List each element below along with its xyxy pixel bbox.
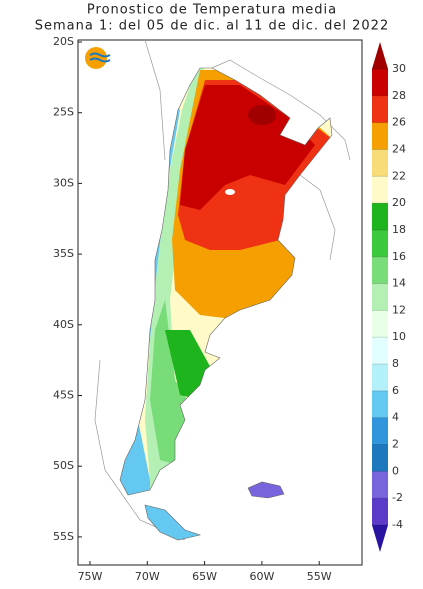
colorbar-label: 2: [392, 438, 399, 451]
lat-label: 45S: [53, 389, 74, 402]
colorbar-label: 4: [392, 411, 399, 424]
lat-label: 55S: [53, 530, 74, 543]
malvinas: [247, 481, 285, 499]
colorbar-box: [372, 390, 388, 419]
colorbar-label: 12: [392, 303, 406, 316]
colorbar-box: [372, 364, 388, 392]
colorbar-box: [372, 444, 388, 472]
colorbar-box: [372, 69, 388, 97]
country-outline: [119, 67, 333, 496]
colorbar-box: [372, 95, 388, 124]
colorbar-label: 10: [392, 330, 406, 343]
borders: [94, 39, 351, 541]
tierra-del-fuego: [144, 504, 202, 541]
lon-label: 75W: [78, 570, 103, 583]
colorbar-label: 20: [392, 196, 406, 209]
colorbar-label: -2: [392, 491, 403, 504]
lat-label: 40S: [53, 318, 74, 331]
colorbar-label: 0: [392, 464, 399, 477]
lon-label: 65W: [192, 570, 217, 583]
colorbar-label: 22: [392, 169, 406, 182]
colorbar-box: [372, 283, 388, 311]
colorbar-label: 16: [392, 250, 406, 263]
lat-label: 30S: [53, 176, 74, 189]
lat-label: 35S: [53, 247, 74, 260]
colorbar-box: [372, 149, 388, 177]
lat-label: 25S: [53, 106, 74, 119]
colorbar-box: [372, 256, 388, 285]
colorbar-box: [372, 176, 388, 204]
colorbar-end: [372, 525, 388, 552]
lon-label: 60W: [249, 570, 274, 583]
colorbar-label: 24: [392, 142, 406, 155]
colorbar-box: [372, 498, 388, 526]
colorbar-label: 18: [392, 223, 406, 236]
lat-label: 20S: [53, 35, 74, 48]
colorbar-label: 26: [392, 116, 406, 129]
colorbar-label: 6: [392, 384, 399, 397]
colorbar-label: 14: [392, 277, 406, 290]
lat-label: 50S: [53, 459, 74, 472]
logo: [85, 47, 111, 69]
colorbar-box: [372, 310, 388, 338]
title-line: Semana 1: del 05 de dic. al 11 de dic. d…: [35, 19, 389, 34]
colorbar-box: [372, 122, 388, 150]
colorbar-box: [372, 471, 388, 499]
colorbar-label: 28: [392, 89, 406, 102]
colorbar-box: [372, 203, 388, 231]
colorbar-box: [372, 229, 388, 258]
colorbar-label: 8: [392, 357, 399, 370]
lon-label: 70W: [135, 570, 160, 583]
colorbar-end: [372, 42, 388, 69]
title-line: Pronostico de Temperatura media: [87, 3, 337, 18]
colorbar-label: -4: [392, 518, 403, 531]
lon-label: 55W: [307, 570, 332, 583]
colorbar-box: [372, 337, 388, 365]
colorbar-box: [372, 417, 388, 446]
colorbar-label: 30: [392, 62, 406, 75]
